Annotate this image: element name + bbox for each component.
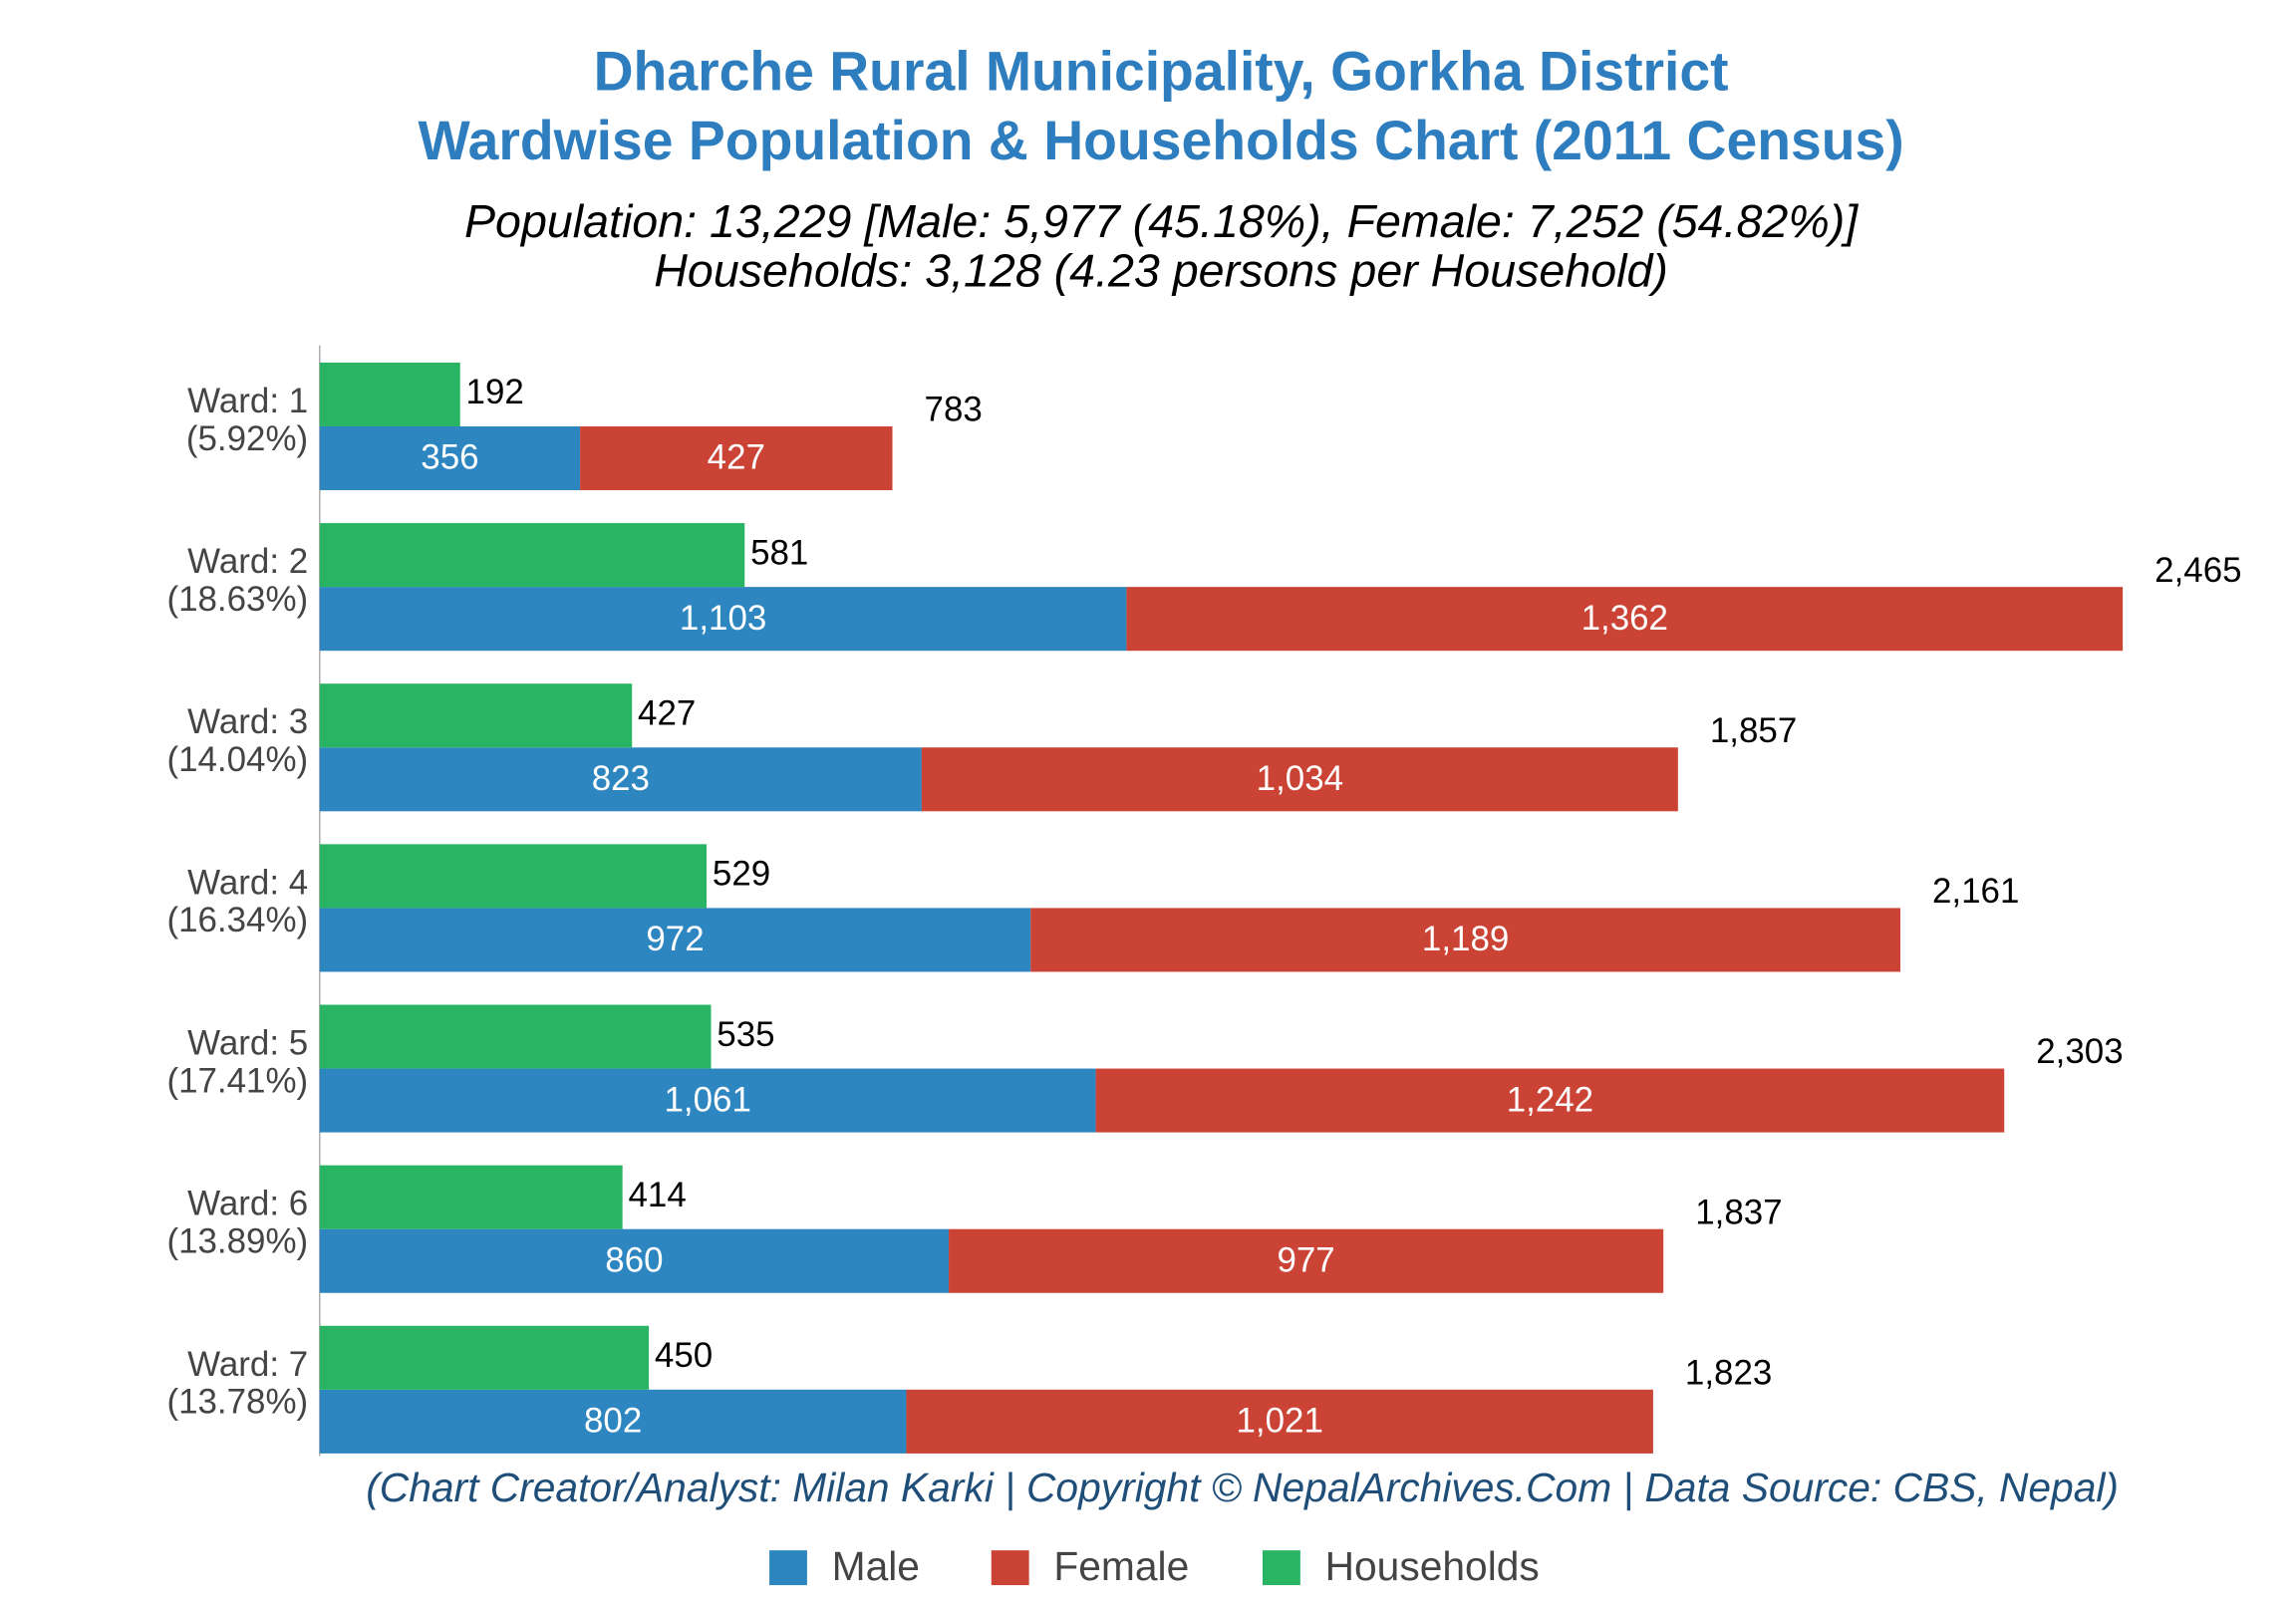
- total-label: 1,823: [1685, 1354, 1772, 1393]
- bar-segment: [1126, 587, 2124, 652]
- bar-segment: [319, 1068, 1096, 1133]
- bar-segment: [319, 587, 1127, 652]
- legend-label: Households: [1325, 1543, 1540, 1589]
- y-tick-label: Ward: 1: [187, 382, 308, 420]
- y-tick-label: (5.92%): [186, 419, 308, 458]
- chart-title: Dharche Rural Municipality, Gorkha Distr…: [594, 40, 1729, 102]
- total-label: 2,161: [1932, 872, 2019, 911]
- bar-segment: [921, 747, 1678, 812]
- bar-label: 1,061: [664, 1080, 750, 1119]
- bar: [319, 683, 633, 748]
- y-tick-label: Ward: 7: [187, 1345, 308, 1384]
- y-tick-label: (16.34%): [166, 901, 308, 939]
- chart-subtitle: Households: 3,128 (4.23 persons per Hous…: [654, 244, 1668, 296]
- bar-segment: [319, 908, 1031, 972]
- bar-label: 823: [592, 759, 650, 798]
- chart-subtitle: Population: 13,229 [Male: 5,977 (45.18%)…: [464, 195, 1859, 247]
- bar-label: 802: [584, 1402, 642, 1441]
- legend-label: Female: [1053, 1543, 1189, 1589]
- y-tick-label: Ward: 4: [187, 863, 308, 902]
- y-tick-label: (13.78%): [166, 1383, 308, 1422]
- y-tick-label: (18.63%): [166, 580, 308, 619]
- legend-label: Male: [832, 1543, 920, 1589]
- y-tick-label: Ward: 5: [187, 1024, 308, 1063]
- bar-label: 581: [750, 533, 808, 572]
- bar-label: 529: [713, 855, 770, 894]
- bar-label: 450: [655, 1336, 713, 1375]
- bar-label: 1,362: [1581, 599, 1668, 638]
- bar-label: 414: [628, 1176, 686, 1214]
- legend-swatch: [1263, 1550, 1300, 1586]
- bar-label: 192: [466, 373, 524, 411]
- bar: [319, 1165, 623, 1229]
- bar-label: 1,242: [1507, 1080, 1593, 1119]
- bar-segment: [319, 747, 922, 812]
- bar-label: 1,034: [1257, 759, 1343, 798]
- bar-segment: [906, 1389, 1653, 1454]
- bar: [319, 1325, 650, 1390]
- bar: [319, 362, 460, 426]
- y-tick-label: Ward: 6: [187, 1185, 308, 1223]
- bar-label: 1,021: [1236, 1402, 1322, 1441]
- bar-segment: [1095, 1068, 2005, 1133]
- total-label: 1,837: [1695, 1193, 1782, 1231]
- footer: (Chart Creator/Analyst: Milan Karki | Co…: [366, 1465, 2119, 1510]
- bar-label: 356: [421, 438, 478, 477]
- y-tick-label: (13.89%): [166, 1221, 308, 1260]
- bar-segment: [949, 1228, 1664, 1293]
- bar: [319, 844, 708, 909]
- y-tick-label: Ward: 3: [187, 702, 308, 741]
- total-label: 2,465: [2154, 551, 2241, 590]
- bar-segment: [319, 1228, 950, 1293]
- bar-segment: [319, 425, 581, 491]
- bar-label: 535: [717, 1015, 774, 1054]
- bar-segment: [319, 1389, 907, 1454]
- bar-label: 1,103: [680, 599, 766, 638]
- total-label: 783: [925, 391, 983, 429]
- bar: [319, 1004, 712, 1069]
- y-tick-label: Ward: 2: [187, 542, 308, 581]
- bar-label: 427: [708, 438, 765, 477]
- bar-segment: [580, 425, 893, 491]
- legend-swatch: [769, 1550, 807, 1586]
- total-label: 1,857: [1710, 711, 1797, 750]
- y-tick-label: (14.04%): [166, 740, 308, 779]
- bar: [319, 523, 745, 588]
- bar-segment: [1030, 908, 1900, 972]
- bar-label: 977: [1277, 1240, 1334, 1279]
- chart-title: Wardwise Population & Households Chart (…: [418, 110, 1903, 171]
- bar-label: 860: [605, 1240, 663, 1279]
- bar-label: 1,189: [1422, 920, 1509, 958]
- bar-label: 427: [638, 693, 696, 732]
- total-label: 2,303: [2036, 1032, 2123, 1071]
- legend-swatch: [991, 1550, 1029, 1586]
- y-tick-label: (17.41%): [166, 1061, 308, 1100]
- bar-label: 972: [646, 920, 704, 958]
